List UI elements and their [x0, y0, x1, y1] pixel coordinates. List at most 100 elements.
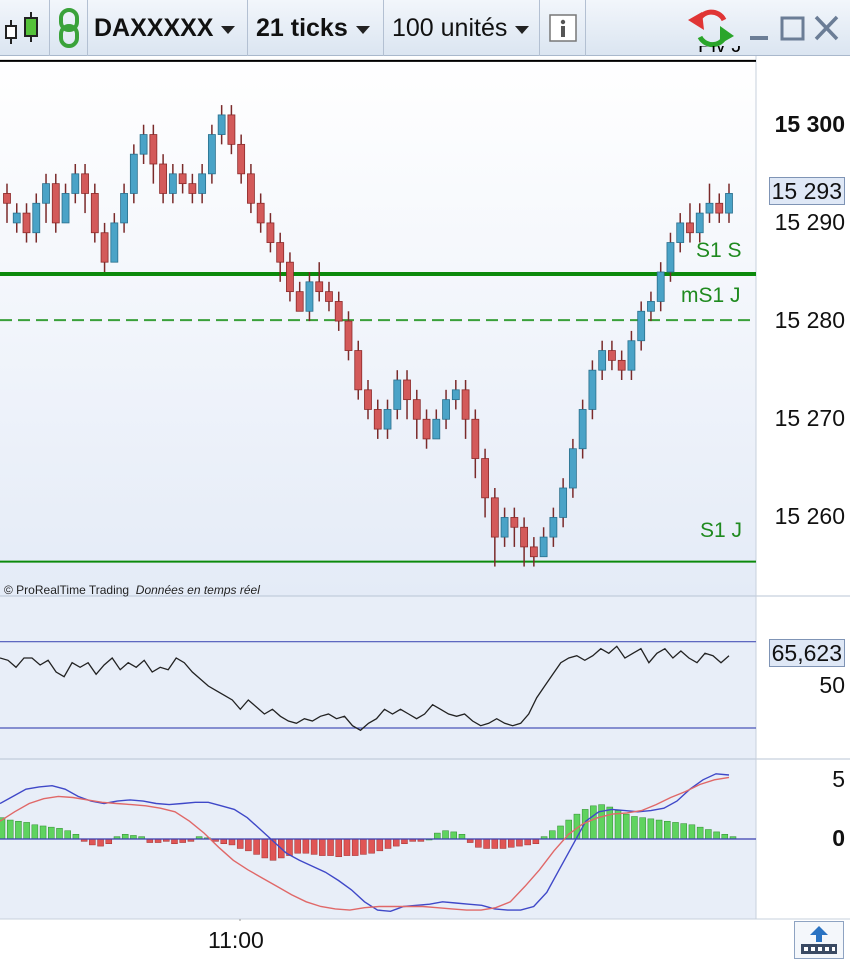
- histogram-bar: [516, 838, 523, 847]
- candle: [100, 222, 109, 272]
- histogram-bar: [680, 823, 687, 840]
- histogram-bar: [483, 838, 490, 849]
- histogram-bar: [319, 838, 326, 856]
- histogram-bar: [614, 810, 622, 840]
- candle: [510, 507, 519, 547]
- candle: [295, 281, 304, 312]
- histogram-bar: [524, 838, 531, 846]
- rsi-axis-label: 50: [819, 672, 845, 698]
- chart-type-button[interactable]: [0, 0, 50, 56]
- units-selector[interactable]: 100 unités: [384, 0, 540, 56]
- refresh-icon[interactable]: [688, 9, 734, 48]
- candle: [578, 399, 587, 459]
- candle: [666, 232, 675, 282]
- candle: [42, 173, 50, 223]
- price-axis-label: 15 260: [774, 503, 845, 530]
- candle: [217, 105, 226, 145]
- histogram-bar: [327, 838, 334, 856]
- candle: [90, 183, 99, 243]
- histogram-bar: [220, 838, 228, 844]
- histogram-bar: [343, 838, 351, 856]
- histogram-bar: [705, 829, 712, 840]
- close-icon[interactable]: [814, 15, 839, 41]
- candle: [627, 330, 636, 380]
- candle: [490, 488, 499, 567]
- histogram-bar: [6, 819, 14, 840]
- candle: [715, 193, 724, 223]
- histogram-bar: [89, 838, 96, 846]
- histogram-bar: [491, 838, 499, 849]
- candle: [344, 311, 353, 361]
- candle: [61, 183, 70, 224]
- candle: [3, 183, 11, 223]
- candle: [110, 213, 119, 263]
- candle: [227, 105, 236, 155]
- toolbar: DAXXXXX 21 ticks 100 unités: [0, 0, 850, 56]
- candle: [266, 213, 275, 253]
- histogram-bar: [688, 824, 696, 840]
- candle: [129, 144, 138, 204]
- instrument-label: DAXXXXX: [94, 13, 214, 42]
- minimize-icon[interactable]: [750, 36, 768, 40]
- candle: [422, 409, 431, 449]
- candle: [71, 164, 80, 204]
- histogram-bar: [721, 834, 729, 840]
- candle: [139, 124, 148, 164]
- histogram-bar: [31, 824, 39, 840]
- maximize-icon[interactable]: [780, 16, 805, 41]
- histogram-bar: [647, 818, 655, 840]
- candle: [637, 301, 646, 351]
- link-button[interactable]: [50, 0, 88, 56]
- candle: [608, 340, 616, 371]
- histogram-bar: [261, 838, 269, 859]
- histogram-bar: [97, 838, 104, 847]
- instrument-selector[interactable]: DAXXXXX: [88, 0, 248, 56]
- period-selector[interactable]: 21 ticks: [248, 0, 384, 56]
- candle: [568, 438, 577, 498]
- chart-area[interactable]: [0, 56, 850, 921]
- histogram-bar: [713, 831, 720, 840]
- candle: [725, 183, 733, 223]
- candle: [334, 291, 343, 331]
- level-label-pivj: Piv J: [698, 46, 741, 56]
- candle: [500, 507, 509, 547]
- candle: [617, 350, 626, 380]
- histogram-bar: [15, 820, 22, 840]
- info-button[interactable]: [540, 0, 586, 56]
- candle: [695, 203, 704, 243]
- candle: [256, 193, 265, 233]
- candle: [549, 507, 558, 547]
- histogram-bar: [532, 838, 540, 844]
- candle: [393, 370, 402, 420]
- candle: [168, 164, 177, 204]
- candle: [51, 173, 60, 233]
- candle: [22, 203, 31, 243]
- histogram-bar: [557, 825, 564, 840]
- candle: [559, 478, 568, 528]
- candle: [529, 537, 538, 567]
- candle: [32, 193, 41, 243]
- panel-options-button[interactable]: [794, 921, 844, 959]
- candle: [598, 340, 607, 380]
- candle: [159, 154, 168, 204]
- info-icon: [548, 14, 577, 42]
- candle: [12, 203, 21, 233]
- histogram-bar: [507, 838, 515, 848]
- level-label-s1j: S1 J: [700, 519, 743, 542]
- current-price-tag: 15 293: [768, 177, 845, 205]
- histogram-bar: [23, 822, 30, 840]
- candlestick-icon: [5, 12, 38, 44]
- candle: [403, 370, 411, 420]
- macd-axis-label: 0: [832, 825, 845, 851]
- candle: [207, 124, 216, 184]
- expand-up-icon: [801, 926, 837, 954]
- chevron-down-icon: [221, 25, 236, 34]
- candle: [315, 262, 324, 302]
- histogram-bar: [236, 838, 244, 849]
- candle: [656, 262, 665, 312]
- histogram-bar: [64, 830, 71, 840]
- chevron-down-icon: [515, 25, 530, 34]
- candle: [383, 399, 392, 439]
- histogram-bar: [228, 838, 236, 846]
- candle: [286, 252, 294, 302]
